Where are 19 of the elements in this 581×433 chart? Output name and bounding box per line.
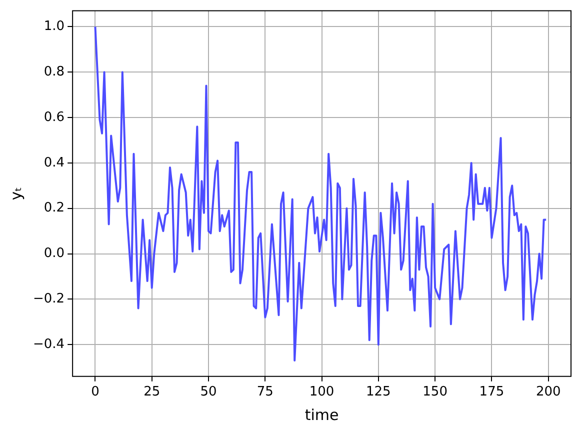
x-tick-label: 175 [479,384,504,400]
x-tick-label: 125 [366,384,391,400]
x-tick-label: 200 [536,384,561,400]
y-tick-label: 0.2 [44,200,65,216]
x-axis-title: time [304,406,339,424]
y-axis-title: yₜ [6,186,25,200]
y-tick-label: 0.8 [44,64,65,80]
x-tick-label: 100 [309,384,334,400]
x-tick-label: 75 [256,384,274,400]
y-tick-label: 0.6 [44,110,65,125]
y-tick-label: −0.2 [32,292,65,307]
x-tick-label: 25 [144,384,160,400]
x-tick-label: 150 [422,384,448,400]
y-tick-label: 0.0 [44,246,65,262]
y-tick-label: 1.0 [44,19,65,34]
x-tick-label: 0 [91,384,100,400]
y-tick-label: 0.4 [44,155,65,170]
y-tick-label: −0.4 [32,336,65,352]
x-tick-label: 50 [200,384,217,400]
